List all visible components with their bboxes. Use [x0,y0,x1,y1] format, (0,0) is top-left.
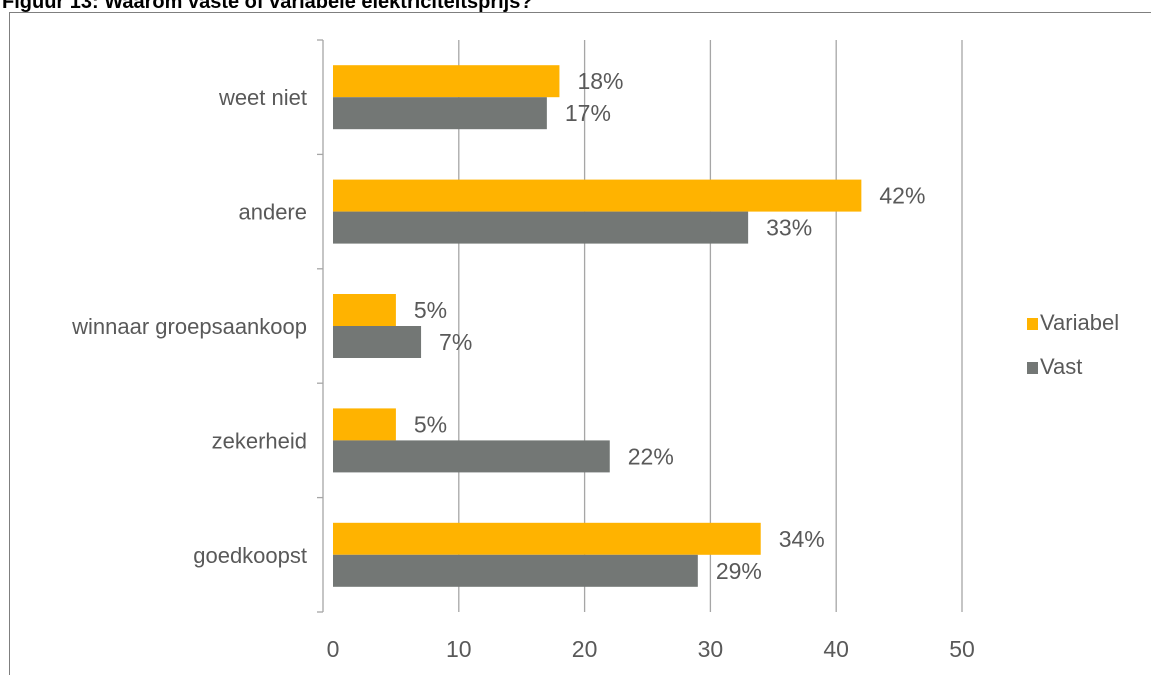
x-tick-label: 20 [572,636,598,662]
data-label-vast: 7% [439,329,472,355]
data-label-vast: 33% [766,215,812,241]
x-tick-label: 0 [327,636,340,662]
bar-vast-weet-niet [333,97,547,130]
gridlines [458,40,963,612]
category-label: winnaar groepsaankoop [71,314,307,339]
bar-variabel-andere [333,179,862,212]
legend-swatch-vast [1027,362,1038,374]
x-tick-labels: 0 10 20 30 40 50 [327,636,975,662]
x-tick-label: 40 [823,636,849,662]
category-labels: weet niet andere winnaar groepsaankoop zeke… [71,85,307,568]
chart-frame [9,12,1151,675]
category-label: weet niet [218,85,307,110]
data-label-variabel: 5% [414,411,447,437]
bar-vast-goedkoopst [333,554,698,587]
bar-variabel-winnaar-groepsaankoop [333,294,396,326]
legend: Variabel Vast [1027,310,1119,379]
data-label-variabel: 34% [779,526,825,552]
legend-label-vast: Vast [1040,354,1082,379]
bar-vast-winnaar-groepsaankoop [333,326,422,358]
bar-variabel-weet-niet [333,65,560,98]
data-label-variabel: 42% [879,183,925,209]
category-axis [317,39,324,613]
data-labels: 18% 17% 42% 33% 5% 7% 5% 22% 34% 29% [414,68,926,584]
data-label-vast: 22% [628,443,674,469]
data-label-vast: 17% [565,100,611,126]
data-label-variabel: 5% [414,297,447,323]
x-tick-label: 30 [698,636,724,662]
x-tick-label: 10 [446,636,472,662]
legend-label-variabel: Variabel [1040,310,1119,335]
data-label-variabel: 18% [577,68,623,94]
category-label: zekerheid [212,428,307,453]
legend-swatch-variabel [1027,318,1038,330]
category-label: andere [238,200,307,225]
bars [333,65,862,587]
x-tick-label: 50 [949,636,975,662]
bar-variabel-zekerheid [333,408,396,441]
category-label: goedkoopst [193,543,307,568]
figure-title: Figuur 13: Waarom vaste of variabele ele… [2,0,533,13]
bar-vast-zekerheid [333,440,610,473]
bar-vast-andere [333,211,749,244]
data-label-vast: 29% [716,558,762,584]
bar-variabel-goedkoopst [333,522,761,555]
